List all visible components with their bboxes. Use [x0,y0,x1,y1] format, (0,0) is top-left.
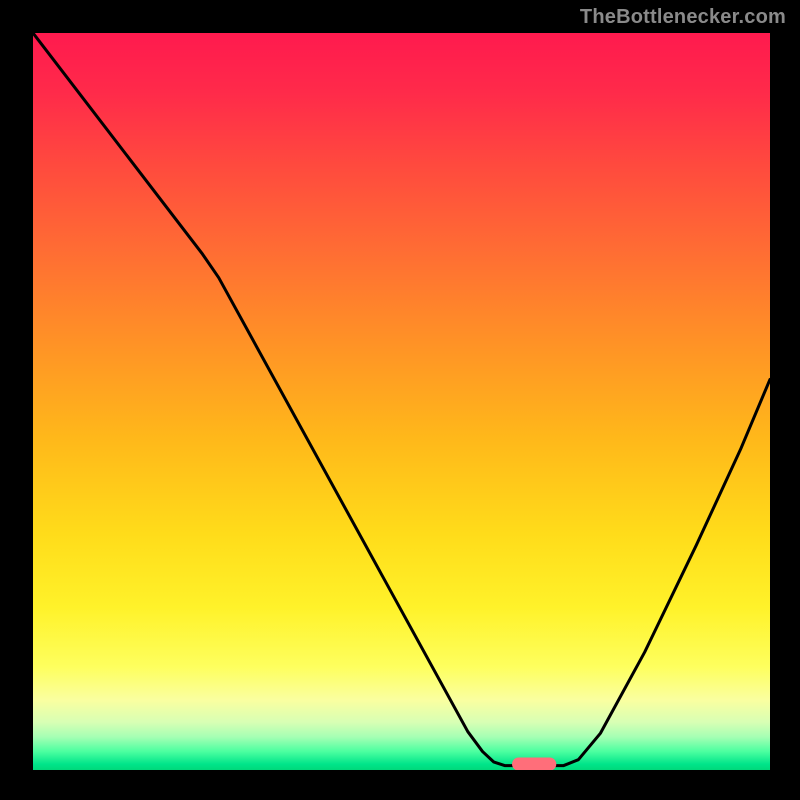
gradient-background [33,33,770,770]
optimal-marker [512,757,556,770]
bottleneck-curve-chart [33,33,770,770]
watermark-text: TheBottlenecker.com [580,6,786,29]
plot-area [33,33,770,770]
chart-canvas: TheBottlenecker.com [0,0,800,800]
